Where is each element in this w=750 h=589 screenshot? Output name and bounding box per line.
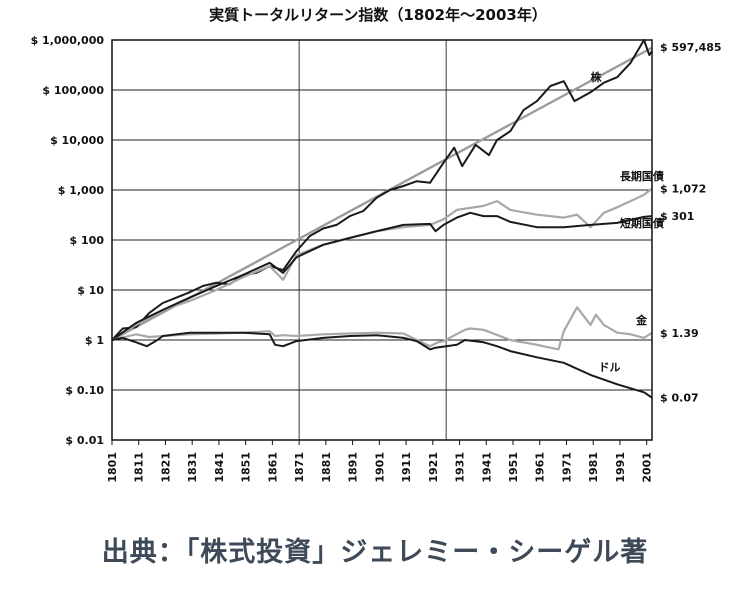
y-tick-label: $ 10 [77,284,104,297]
x-tick-label: 1991 [614,452,627,483]
x-axis: 1801 1811 1821 1831 1841 1851 1861 1871 1881 1891… [106,440,654,483]
grid-lines [112,39,652,441]
x-tick-label: 1861 [266,452,279,483]
series-name-label: 株 [591,70,603,84]
series-end-value: $ 1.39 [660,327,699,340]
series-layer [111,39,653,399]
y-tick-label: $ 1,000 [58,184,105,197]
y-tick-label: $ 0.01 [65,434,104,447]
x-tick-label: 1941 [480,452,493,483]
x-tick-label: 1981 [587,452,600,483]
source-caption: 出典：「株式投資」ジェレミー・シーゲル著 [101,537,649,568]
x-tick-label: 1901 [373,452,386,483]
x-tick-label: 1971 [560,452,573,483]
series-line [111,39,653,341]
x-tick-label: 1871 [293,452,306,483]
series-name-label: 長期国債 [620,169,664,183]
series-end-value: $ 597,485 [660,41,722,54]
x-tick-label: 1931 [454,452,467,483]
x-tick-label: 1831 [186,452,199,483]
series-end-value: $ 301 [660,210,694,223]
series-name-label: 短期国債 [620,216,664,230]
series-line [111,331,653,399]
real-total-return-chart: 実質トータルリターン指数（1802年〜2003年） $ 1,000,000$ 1… [31,6,722,483]
series-end-value: $ 1,072 [660,182,706,195]
series-name-label: ドル [599,361,621,374]
y-tick-label: $ 10,000 [50,134,104,147]
y-tick-label: $ 100,000 [42,84,104,97]
x-tick-label: 1801 [106,452,119,483]
series-line [111,187,653,341]
x-tick-label: 1951 [507,452,520,483]
x-tick-label: 1961 [534,452,547,483]
y-tick-label: $ 100 [70,234,105,247]
plot-frame [111,39,653,441]
x-tick-label: 1841 [213,452,226,483]
x-tick-label: 1911 [400,452,413,483]
x-tick-label: 1891 [347,452,360,483]
y-tick-label: $ 0.10 [65,384,104,397]
x-tick-label: 1811 [133,452,146,483]
x-tick-label: 1851 [240,452,253,483]
x-tick-label: 1921 [427,452,440,483]
y-tick-label: $ 1,000,000 [31,34,105,47]
series-line [111,211,653,341]
series-name-label: 金 [635,313,648,327]
y-tick-label: $ 1 [85,334,104,347]
series-end-value: $ 0.07 [660,392,699,405]
x-tick-label: 2001 [641,452,654,483]
x-tick-label: 1821 [159,452,172,483]
series-line [111,306,653,351]
y-axis: $ 1,000,000 $ 100,000 $ 10,000 $ 1,000 $ 100… [31,34,105,447]
x-tick-label: 1881 [320,452,333,483]
chart-title: 実質トータルリターン指数（1802年〜2003年） [209,6,547,24]
